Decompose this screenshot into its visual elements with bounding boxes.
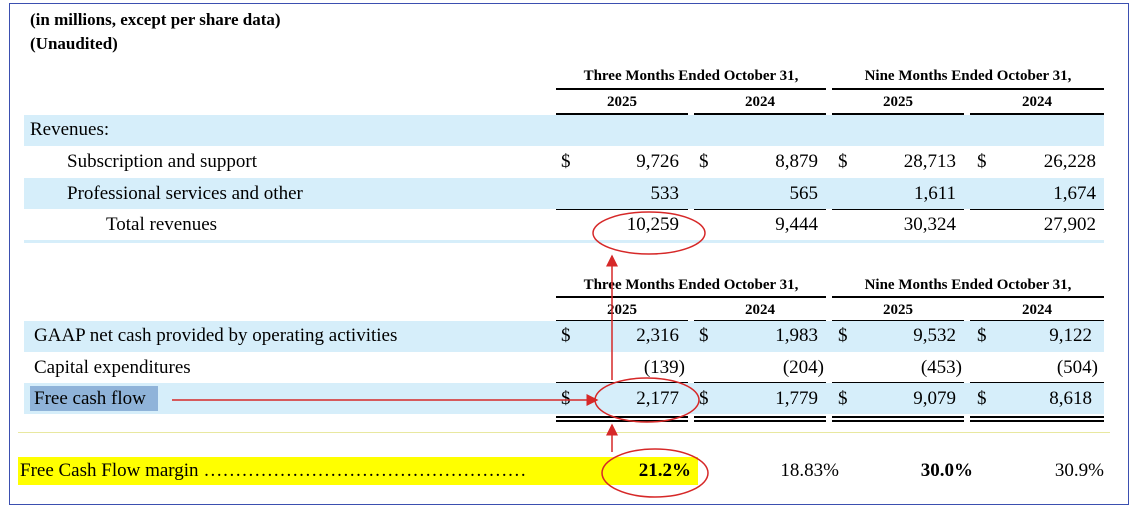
year-header: 2024 [1022,302,1052,318]
cell-value: (504) [1056,357,1098,378]
separator-line [18,432,1110,433]
group-header-three-months: Three Months Ended October 31, [583,68,799,84]
cell-value: 26,228 [1043,151,1096,172]
subtotal-line [970,209,1104,210]
row-band [24,115,1104,146]
row-band [24,321,1104,352]
currency-symbol: $ [838,388,848,409]
double-underline [694,420,826,422]
cell-value: 9,726 [636,151,679,172]
double-underline [970,420,1104,422]
subtotal-line [556,209,688,210]
row-label-operating-cash: GAAP net cash provided by operating acti… [34,325,398,346]
cell-value: 9,532 [913,325,956,346]
units-note: (in millions, except per share data) [30,10,281,29]
currency-symbol: $ [977,325,987,346]
cell-value: (204) [782,357,824,378]
year-header: 2024 [745,94,775,110]
double-underline [832,420,964,422]
margin-value: 21.2% [638,460,691,481]
currency-symbol: $ [838,325,848,346]
cell-value: (139) [643,357,685,378]
year-header: 2025 [607,302,637,318]
group-header-nine-months: Nine Months Ended October 31, [864,68,1072,84]
double-underline [556,416,688,418]
group-underline [832,296,1104,298]
year-header: 2024 [745,302,775,318]
subtotal-line [832,209,964,210]
cell-value: (453) [920,357,962,378]
currency-symbol: $ [561,388,571,409]
year-header: 2025 [883,302,913,318]
double-underline [832,416,964,418]
currency-symbol: $ [561,151,571,172]
year-header: 2025 [607,94,637,110]
currency-symbol: $ [561,325,571,346]
row-band [24,178,1104,209]
margin-value: 18.83% [780,460,839,481]
cell-value: 533 [650,183,680,204]
row-label-total-revenues: Total revenues [106,214,218,235]
currency-symbol: $ [699,325,709,346]
currency-symbol: $ [977,151,987,172]
double-underline [556,420,688,422]
cell-value: 1,611 [913,183,956,204]
cell-value: 27,902 [1043,214,1096,235]
cell-value: 9,122 [1049,325,1092,346]
subtotal-line [694,209,826,210]
currency-symbol: $ [699,388,709,409]
year-underline [970,113,1104,115]
cell-value: 1,674 [1053,183,1096,204]
subtotal-line [832,382,964,383]
subtotal-line [970,382,1104,383]
cell-value: 565 [789,183,819,204]
year-underline [556,113,688,115]
cell-value: 9,444 [775,214,818,235]
group-underline [556,88,826,90]
group-underline [556,296,826,298]
row-label-free-cash-flow: Free cash flow [34,388,146,409]
document-frame [9,3,1129,505]
margin-highlight [18,457,618,485]
cell-value: 10,259 [626,214,679,235]
margin-leader-dots: …………………………………………… [203,460,527,481]
double-underline [970,416,1104,418]
currency-symbol: $ [977,388,987,409]
margin-label-text: Free Cash Flow margin [20,460,199,481]
cell-value: 2,177 [636,388,679,409]
double-underline [694,416,826,418]
margin-value: 30.0% [920,460,973,481]
row-label-subscription: Subscription and support [67,151,257,172]
cell-value: 9,079 [913,388,956,409]
cell-value: 2,316 [636,325,679,346]
group-header-nine-months: Nine Months Ended October 31, [864,277,1072,293]
group-underline [832,88,1104,90]
row-band [24,383,1104,414]
currency-symbol: $ [838,151,848,172]
row-label-capital-expenditures: Capital expenditures [34,357,191,378]
cell-value: 1,983 [775,325,818,346]
currency-symbol: $ [699,151,709,172]
year-underline [694,113,826,115]
cell-value: 28,713 [903,151,956,172]
year-header: 2024 [1022,94,1052,110]
year-underline [832,113,964,115]
cell-value: 30,324 [903,214,956,235]
unaudited-note: (Unaudited) [30,34,118,53]
row-label-professional-services: Professional services and other [67,183,303,204]
cell-value: 8,879 [775,151,818,172]
margin-value: 30.9% [1054,460,1104,481]
margin-label: Free Cash Flow margin …………………………………………… [20,460,526,482]
row-band [24,240,1104,243]
group-header-three-months: Three Months Ended October 31, [583,277,799,293]
section-label-revenues: Revenues: [30,119,110,140]
subtotal-line [694,382,826,383]
year-header: 2025 [883,94,913,110]
label-highlight [30,386,158,411]
cell-value: 8,618 [1049,388,1092,409]
cell-value: 1,779 [775,388,818,409]
